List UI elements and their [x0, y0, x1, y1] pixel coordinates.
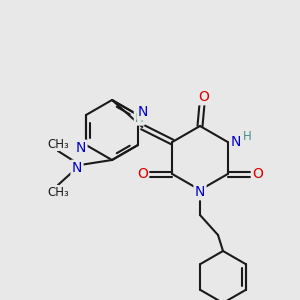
Text: H: H [243, 130, 252, 143]
Text: N: N [195, 185, 205, 199]
Text: N: N [76, 141, 86, 155]
Text: N: N [72, 161, 82, 175]
Text: N: N [230, 135, 241, 149]
Text: H: H [135, 112, 144, 124]
Text: CH₃: CH₃ [47, 185, 69, 199]
Text: O: O [137, 167, 148, 181]
Text: CH₃: CH₃ [47, 137, 69, 151]
Text: O: O [252, 167, 263, 181]
Text: N: N [138, 105, 148, 119]
Text: O: O [199, 90, 209, 104]
